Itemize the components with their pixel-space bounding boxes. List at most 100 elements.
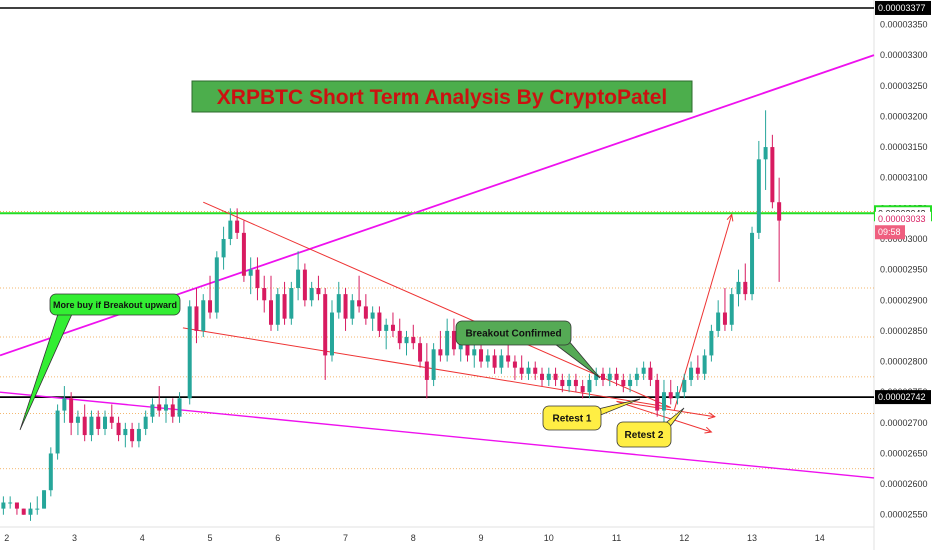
- x-tick-label-8: 10: [544, 533, 554, 543]
- annotation-breakout-text: Breakout Confirmed: [465, 329, 561, 340]
- candle-body-94: [641, 367, 646, 374]
- price-tag-0: 0.00003377: [875, 0, 931, 15]
- annotation-more-buy-text: More buy if Breakout upward: [53, 300, 177, 310]
- candle-body-42: [289, 288, 294, 319]
- candle-body-99: [675, 392, 680, 399]
- candle-body-40: [275, 294, 280, 325]
- candle-body-92: [628, 379, 633, 387]
- candle-body-9: [62, 398, 67, 411]
- candle-body-79: [540, 373, 545, 380]
- candle-body-103: [702, 355, 707, 374]
- y-tick-label-1: 0.00002600: [880, 479, 928, 489]
- x-tick-label-3: 5: [208, 533, 213, 543]
- price-axis-panel: [874, 0, 932, 550]
- price-tag-2: 0.00003033: [875, 211, 931, 226]
- annotation-retest2: Retest 2: [616, 407, 685, 448]
- candle-body-113: [770, 147, 775, 203]
- trendline-2: [203, 201, 671, 408]
- candle-body-65: [445, 330, 450, 356]
- x-tick-label-12: 14: [815, 533, 825, 543]
- x-tick-label-2: 4: [140, 533, 145, 543]
- candle-body-17: [116, 422, 121, 436]
- price-tag-4-bg: [875, 390, 931, 405]
- y-tick-label-3: 0.00002700: [880, 418, 928, 428]
- y-tick-label-5: 0.00002800: [880, 357, 928, 367]
- candle-body-23: [157, 404, 162, 411]
- candle-body-43: [296, 269, 301, 289]
- candle-body-101: [689, 367, 694, 380]
- candle-body-7: [48, 453, 53, 491]
- candle-body-81: [553, 373, 558, 380]
- candle-body-48: [329, 312, 334, 356]
- candle-body-102: [695, 367, 700, 374]
- candle-body-110: [750, 232, 755, 295]
- candle-body-5: [35, 508, 40, 510]
- annotation-retest2-box: [616, 421, 672, 448]
- candle-body-39: [269, 300, 274, 325]
- candle-body-105: [716, 312, 721, 331]
- y-tick-label-0: 0.00002550: [880, 510, 928, 520]
- candle-body-38: [262, 288, 267, 301]
- arrowhead-2: [707, 412, 716, 420]
- x-tick-label-10: 12: [679, 533, 689, 543]
- candle-body-10: [69, 398, 74, 423]
- candle-body-24: [163, 404, 168, 411]
- candle-body-56: [384, 324, 389, 331]
- candle-body-96: [655, 379, 660, 411]
- candle-body-114: [777, 202, 782, 221]
- candle-body-37: [255, 269, 260, 289]
- price-tag-3-bg: [875, 225, 905, 240]
- x-tick-label-0: 2: [4, 533, 9, 543]
- candle-body-12: [82, 416, 87, 436]
- candle-body-30: [208, 300, 213, 313]
- candle-body-52: [357, 300, 362, 307]
- candle-body-98: [668, 392, 673, 399]
- candle-body-74: [506, 355, 511, 362]
- candle-body-85: [580, 386, 585, 393]
- candle-body-91: [621, 379, 626, 387]
- candle-body-90: [614, 373, 619, 380]
- candle-body-53: [363, 306, 368, 319]
- candle-body-45: [309, 288, 314, 301]
- candle-body-88: [600, 373, 605, 380]
- candle-body-2: [14, 502, 19, 509]
- candle-body-69: [472, 349, 477, 356]
- annotation-retest1-text: Retest 1: [553, 414, 592, 425]
- candle-body-80: [546, 373, 551, 380]
- candle-body-86: [587, 379, 592, 393]
- arrowhead-3: [704, 426, 713, 434]
- candle-body-54: [370, 312, 375, 319]
- candle-body-77: [526, 367, 531, 374]
- y-tick-label-2: 0.00002650: [880, 448, 928, 458]
- candle-body-49: [336, 294, 341, 313]
- annotations: More buy if Breakout upward Breakout Conf…: [19, 293, 685, 448]
- y-tick-label-6: 0.00002850: [880, 326, 928, 336]
- candle-body-66: [451, 330, 456, 350]
- candle-body-16: [109, 416, 114, 423]
- candle-body-73: [499, 355, 504, 368]
- price-tag-0-bg: [875, 0, 931, 15]
- candle-body-106: [722, 312, 727, 325]
- candle-body-84: [573, 379, 578, 387]
- price-tag-2-bg: [875, 211, 931, 226]
- candle-body-68: [465, 343, 470, 356]
- candle-body-28: [194, 306, 199, 331]
- candle-body-14: [96, 416, 101, 429]
- candle-body-95: [648, 367, 653, 380]
- y-tick-label-13: 0.00003200: [880, 111, 928, 121]
- candle-body-34: [235, 220, 240, 233]
- candle-body-13: [89, 416, 94, 436]
- chart-title-box: XRPBTC Short Term Analysis By CryptoPate…: [191, 80, 693, 113]
- price-tag-4: 0.00002742: [875, 390, 931, 405]
- candle-body-0: [1, 502, 6, 509]
- annotation-more-buy-box: [49, 293, 181, 316]
- candle-body-1: [8, 502, 13, 504]
- candle-body-107: [729, 294, 734, 325]
- candle-body-75: [512, 361, 517, 368]
- price-tag-3-text: 09:58: [878, 227, 901, 237]
- candle-body-36: [248, 269, 253, 276]
- y-tick-label-14: 0.00003250: [880, 81, 928, 91]
- candle-body-70: [479, 349, 484, 362]
- candle-body-47: [323, 294, 328, 356]
- candle-body-18: [123, 428, 128, 436]
